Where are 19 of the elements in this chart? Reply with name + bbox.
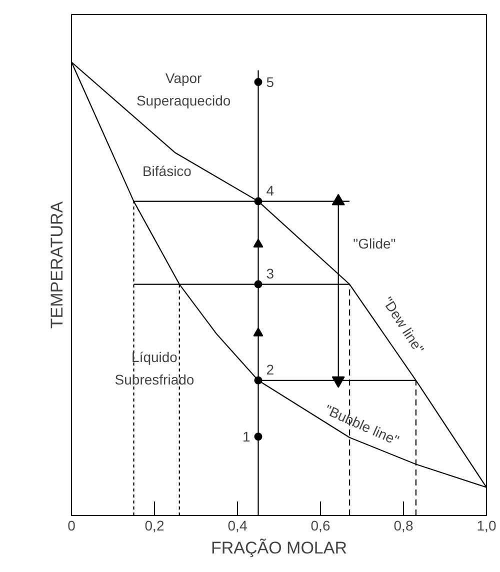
series-label: 1 <box>242 428 250 445</box>
annotation: Subresfriado <box>114 371 194 388</box>
annotation: Vapor <box>165 70 202 86</box>
annotation: Bifásico <box>142 162 192 179</box>
y-axis-title: TEMPERATURA <box>48 200 66 329</box>
x-tick-label: 0,6 <box>310 518 330 534</box>
series-label: 4 <box>266 182 274 198</box>
x-tick-label: 0 <box>68 518 76 534</box>
annotation: Superaquecido <box>136 92 231 109</box>
series-label: 2 <box>266 361 274 378</box>
x-tick-label: 1,0 <box>476 518 496 534</box>
series-label: 5 <box>266 74 274 90</box>
annotation: Líquido <box>132 348 178 365</box>
x-tick-label: 0,2 <box>144 518 164 534</box>
annotation: "Glide" <box>353 235 396 252</box>
x-axis-title: FRAÇÃO MOLAR <box>210 538 348 558</box>
x-tick-label: 0,8 <box>394 518 414 534</box>
series-label: 3 <box>266 265 274 282</box>
x-tick-label: 0,4 <box>228 518 248 534</box>
